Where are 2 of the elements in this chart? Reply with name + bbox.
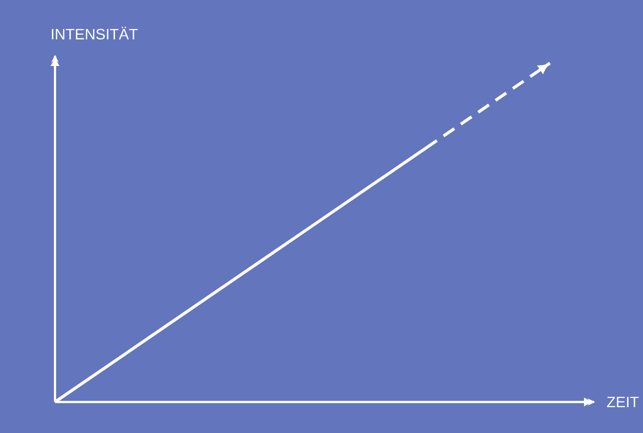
x-axis-title: ZEIT [607, 396, 639, 408]
y-axis-title: INTENSITÄT [52, 26, 138, 40]
